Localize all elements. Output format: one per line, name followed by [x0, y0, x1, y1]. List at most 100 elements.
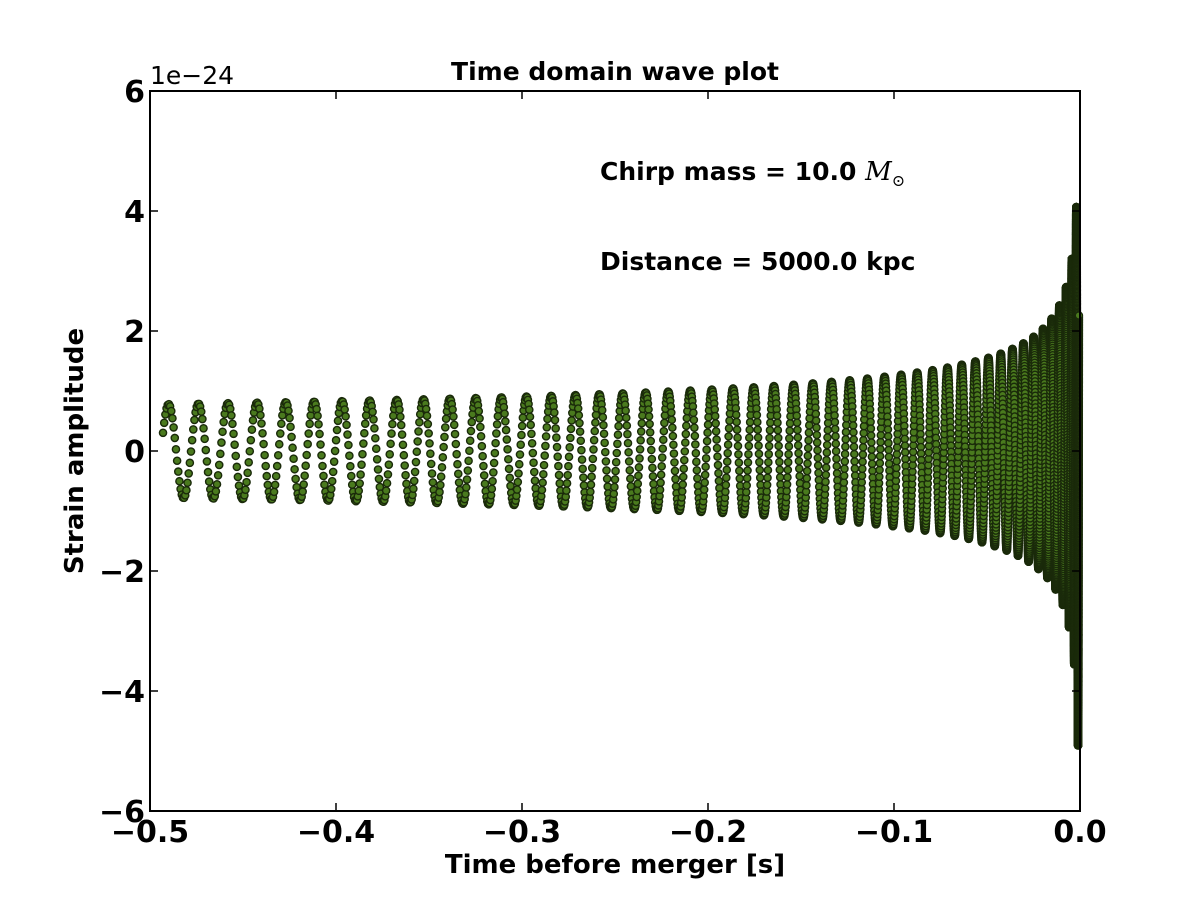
waveform-point [440, 423, 450, 432]
waveform-point [575, 427, 585, 436]
waveform-point [813, 461, 823, 470]
waveform-point [274, 439, 284, 449]
waveform-point [476, 422, 485, 432]
waveform-point [813, 453, 823, 463]
waveform-point [288, 443, 297, 453]
waveform-point [529, 458, 538, 468]
waveform-point [399, 450, 409, 460]
waveform-point [385, 449, 395, 459]
waveform-point [502, 435, 512, 444]
waveform-point [764, 449, 774, 459]
waveform-point [731, 410, 741, 420]
waveform-point [576, 436, 586, 446]
waveform-point [341, 412, 350, 421]
waveform-point [700, 470, 710, 480]
waveform-point [782, 480, 792, 489]
waveform-point [802, 466, 812, 476]
waveform-point [346, 471, 356, 481]
waveform-point [517, 421, 527, 431]
waveform-point [763, 465, 773, 475]
waveform-point [691, 440, 700, 449]
waveform-point [823, 433, 832, 442]
waveform-point [732, 425, 742, 434]
waveform-point [866, 424, 876, 433]
waveform-point [841, 442, 850, 451]
chart-title: Time domain wave plot [451, 57, 779, 86]
waveform-point [812, 430, 822, 440]
waveform-point [649, 479, 658, 489]
waveform-point [840, 457, 850, 466]
waveform-point [277, 419, 286, 429]
waveform-point [357, 460, 366, 469]
waveform-point [785, 419, 795, 428]
waveform-point [312, 404, 321, 414]
waveform-point [190, 415, 199, 425]
waveform-point [479, 461, 488, 471]
waveform-point [588, 454, 598, 464]
waveform-point [804, 421, 814, 430]
waveform-point [539, 460, 549, 470]
waveform-point [243, 468, 252, 478]
waveform-point [505, 473, 515, 483]
waveform-point [635, 445, 645, 454]
waveform-point [461, 483, 471, 492]
waveform-point [577, 455, 587, 464]
waveform-point [269, 487, 279, 497]
waveform-point [273, 450, 283, 460]
waveform-point [600, 438, 609, 448]
waveform-point [644, 405, 653, 414]
waveform-point [876, 437, 885, 447]
waveform-point [591, 418, 600, 427]
waveform-point [735, 466, 744, 476]
waveform-point [424, 429, 433, 438]
waveform-point [744, 449, 753, 459]
waveform-point [678, 472, 688, 482]
waveform-point [867, 438, 876, 447]
waveform-point [371, 444, 381, 454]
waveform-point [858, 450, 868, 459]
series-layer [158, 202, 1084, 750]
waveform-point [203, 467, 213, 477]
waveform-point [626, 474, 635, 483]
waveform-point [340, 405, 349, 414]
waveform-point [172, 456, 182, 466]
waveform-point [867, 445, 876, 454]
waveform-point [316, 440, 325, 449]
waveform-point [388, 419, 397, 429]
waveform-point [198, 414, 207, 424]
waveform-point [541, 432, 551, 441]
waveform-point [703, 420, 713, 429]
waveform-point [858, 464, 867, 474]
waveform-point [803, 459, 812, 468]
waveform-point [714, 476, 724, 486]
waveform-point [187, 435, 197, 445]
waveform-point [466, 426, 476, 436]
waveform-point [775, 457, 784, 467]
waveform-point [622, 421, 632, 430]
waveform-point [579, 481, 589, 490]
waveform-point [381, 486, 391, 495]
waveform-point [244, 458, 254, 467]
waveform-point [232, 462, 242, 472]
waveform-point [475, 414, 484, 423]
waveform-point [450, 429, 460, 439]
waveform-point [774, 449, 784, 459]
waveform-point [301, 461, 310, 471]
waveform-point [566, 424, 576, 434]
waveform-point [386, 439, 395, 449]
waveform-point [821, 463, 831, 472]
waveform-point [830, 417, 840, 427]
waveform-point [543, 414, 552, 424]
waveform-point [742, 473, 752, 483]
waveform-point [414, 427, 423, 436]
waveform-point [752, 410, 762, 420]
waveform-point [772, 411, 782, 421]
waveform-point [550, 408, 559, 417]
waveform-point [453, 469, 463, 479]
waveform-point [449, 420, 459, 430]
waveform-point [773, 425, 783, 435]
waveform-point [464, 456, 473, 466]
waveform-point [204, 477, 214, 486]
waveform-point [755, 457, 764, 467]
waveform-point [562, 479, 572, 488]
